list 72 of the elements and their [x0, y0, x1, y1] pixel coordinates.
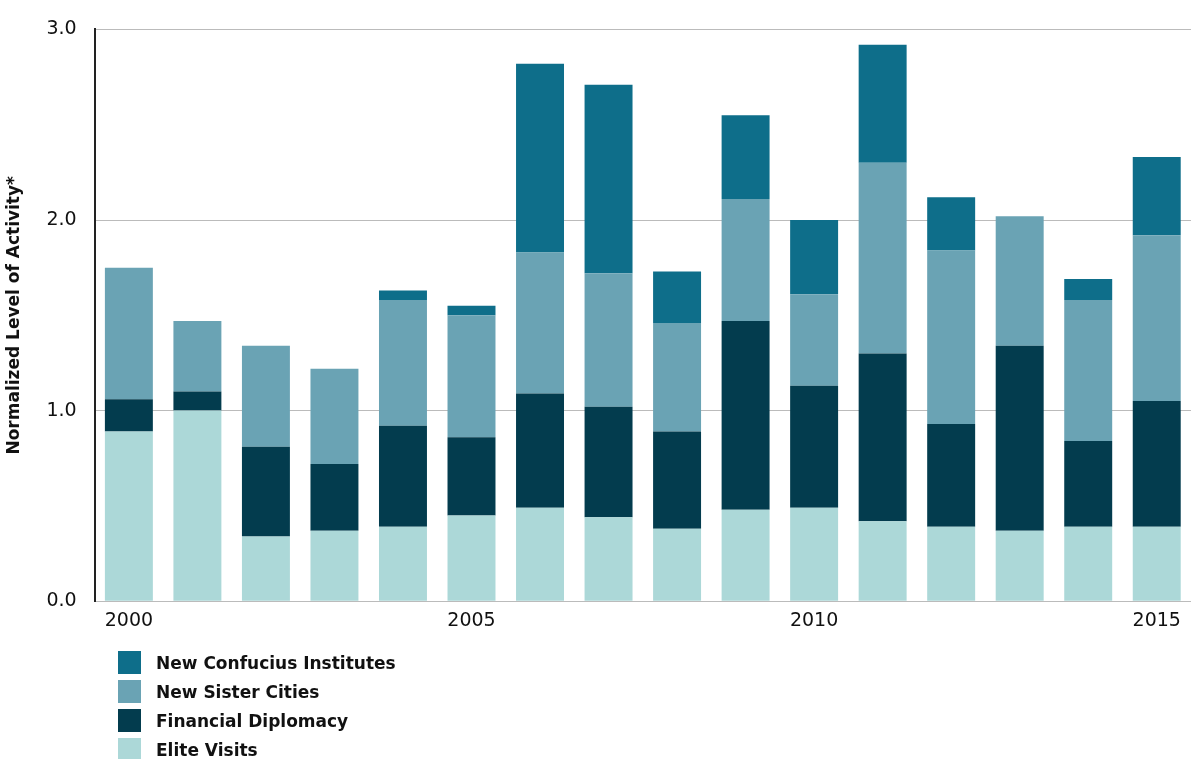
legend-label: New Confucius Institutes: [156, 652, 396, 673]
bar: [173, 321, 222, 392]
bar: [378, 526, 427, 601]
x-tick-label: 2015: [1132, 607, 1181, 630]
bar: [790, 385, 839, 508]
bar: [378, 425, 427, 527]
legend-label: Elite Visits: [156, 739, 258, 759]
bar: [721, 115, 770, 200]
bar: [927, 250, 976, 424]
x-tick-label: 2005: [447, 607, 496, 630]
bar: [858, 162, 907, 354]
bar: [447, 437, 496, 516]
x-tick-label: 2010: [789, 607, 839, 630]
bar: [173, 410, 222, 601]
y-tick-label: 3.0: [46, 16, 77, 39]
bar: [721, 509, 770, 601]
bar: [447, 315, 496, 438]
bar: [995, 345, 1044, 531]
bar: [1064, 441, 1113, 527]
bar: [378, 300, 427, 426]
legend-label: New Sister Cities: [156, 681, 320, 702]
bar: [1064, 526, 1113, 601]
bar: [927, 197, 976, 251]
bar: [790, 294, 839, 386]
y-tick-label: 1.0: [46, 397, 77, 420]
bar: [516, 63, 565, 253]
bar: [104, 267, 153, 400]
bar: [995, 530, 1044, 601]
bar: [104, 399, 153, 432]
bar: [858, 353, 907, 522]
bar: [653, 271, 702, 323]
y-tick-label: 2.0: [46, 206, 77, 229]
y-tick-label: 0.0: [46, 588, 77, 611]
bar: [310, 463, 359, 531]
bar: [1132, 157, 1181, 236]
bar: [241, 536, 290, 601]
bar: [584, 84, 633, 274]
bar: [310, 530, 359, 601]
bar: [927, 526, 976, 601]
bar: [653, 528, 702, 601]
bar: [584, 406, 633, 518]
bar: [241, 345, 290, 447]
bar: [790, 507, 839, 601]
legend-label: Financial Diplomacy: [156, 710, 349, 731]
y-axis-title: Normalized Level of Activity*: [2, 175, 23, 455]
bar: [241, 446, 290, 537]
bar: [310, 368, 359, 464]
bar: [447, 515, 496, 601]
bar: [1132, 235, 1181, 402]
bar: [653, 431, 702, 529]
bar: [995, 216, 1044, 346]
bar: [1132, 526, 1181, 601]
bar: [104, 431, 153, 601]
bar: [790, 220, 839, 295]
bar: [173, 391, 222, 411]
bar: [447, 305, 496, 316]
bar: [1132, 401, 1181, 527]
bar: [516, 507, 565, 601]
bar: [516, 252, 565, 394]
bar: [516, 393, 565, 508]
bar: [1064, 279, 1113, 301]
bar: [721, 321, 770, 510]
bar: [1064, 300, 1113, 442]
bar: [653, 322, 702, 432]
bar: [858, 521, 907, 601]
x-tick-label: 2000: [104, 607, 154, 630]
bar: [721, 199, 770, 322]
bar: [584, 517, 633, 601]
bar: [584, 273, 633, 407]
bar: [858, 44, 907, 163]
bar: [927, 423, 976, 527]
bar: [378, 290, 427, 301]
